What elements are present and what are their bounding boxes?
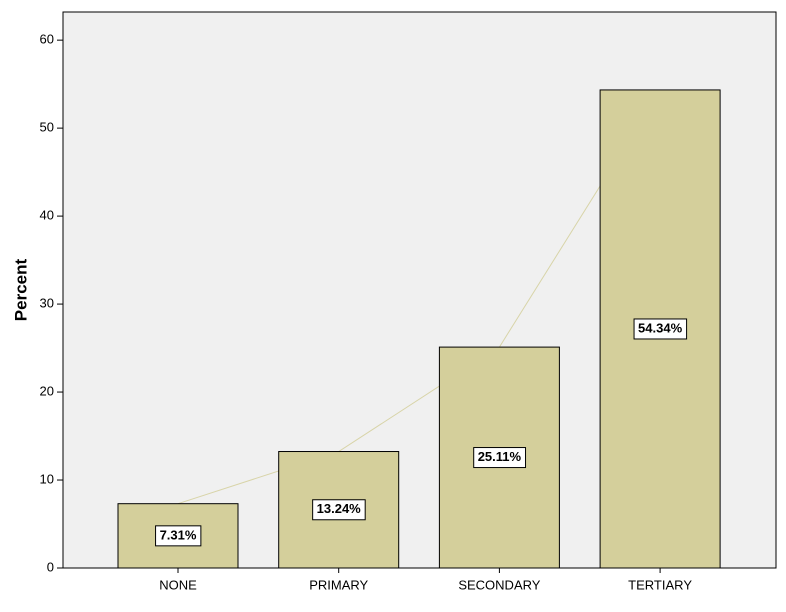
value-label: 7.31% bbox=[160, 527, 197, 542]
x-tick-label: TERTIARY bbox=[628, 577, 692, 592]
y-tick-label: 60 bbox=[40, 32, 54, 47]
value-label: 13.24% bbox=[317, 501, 362, 516]
value-label-box bbox=[312, 499, 366, 521]
x-tick-label: SECONDARY bbox=[458, 577, 540, 592]
y-tick-label: 20 bbox=[40, 383, 54, 398]
y-tick-label: 30 bbox=[40, 296, 54, 311]
y-tick-label: 10 bbox=[40, 471, 54, 486]
y-tick-label: 50 bbox=[40, 120, 54, 135]
y-tick-label: 0 bbox=[47, 559, 54, 574]
value-label: 25.11% bbox=[478, 449, 522, 464]
y-tick-label: 40 bbox=[40, 208, 54, 223]
trend-line bbox=[177, 89, 661, 505]
value-label-box bbox=[633, 318, 688, 340]
y-axis-title: Percent bbox=[11, 258, 30, 321]
value-label: 54.34% bbox=[638, 320, 683, 335]
x-tick-label: PRIMARY bbox=[309, 577, 368, 592]
value-label-box bbox=[155, 525, 202, 547]
value-label-box bbox=[473, 447, 527, 469]
x-tick-label: NONE bbox=[159, 577, 197, 592]
